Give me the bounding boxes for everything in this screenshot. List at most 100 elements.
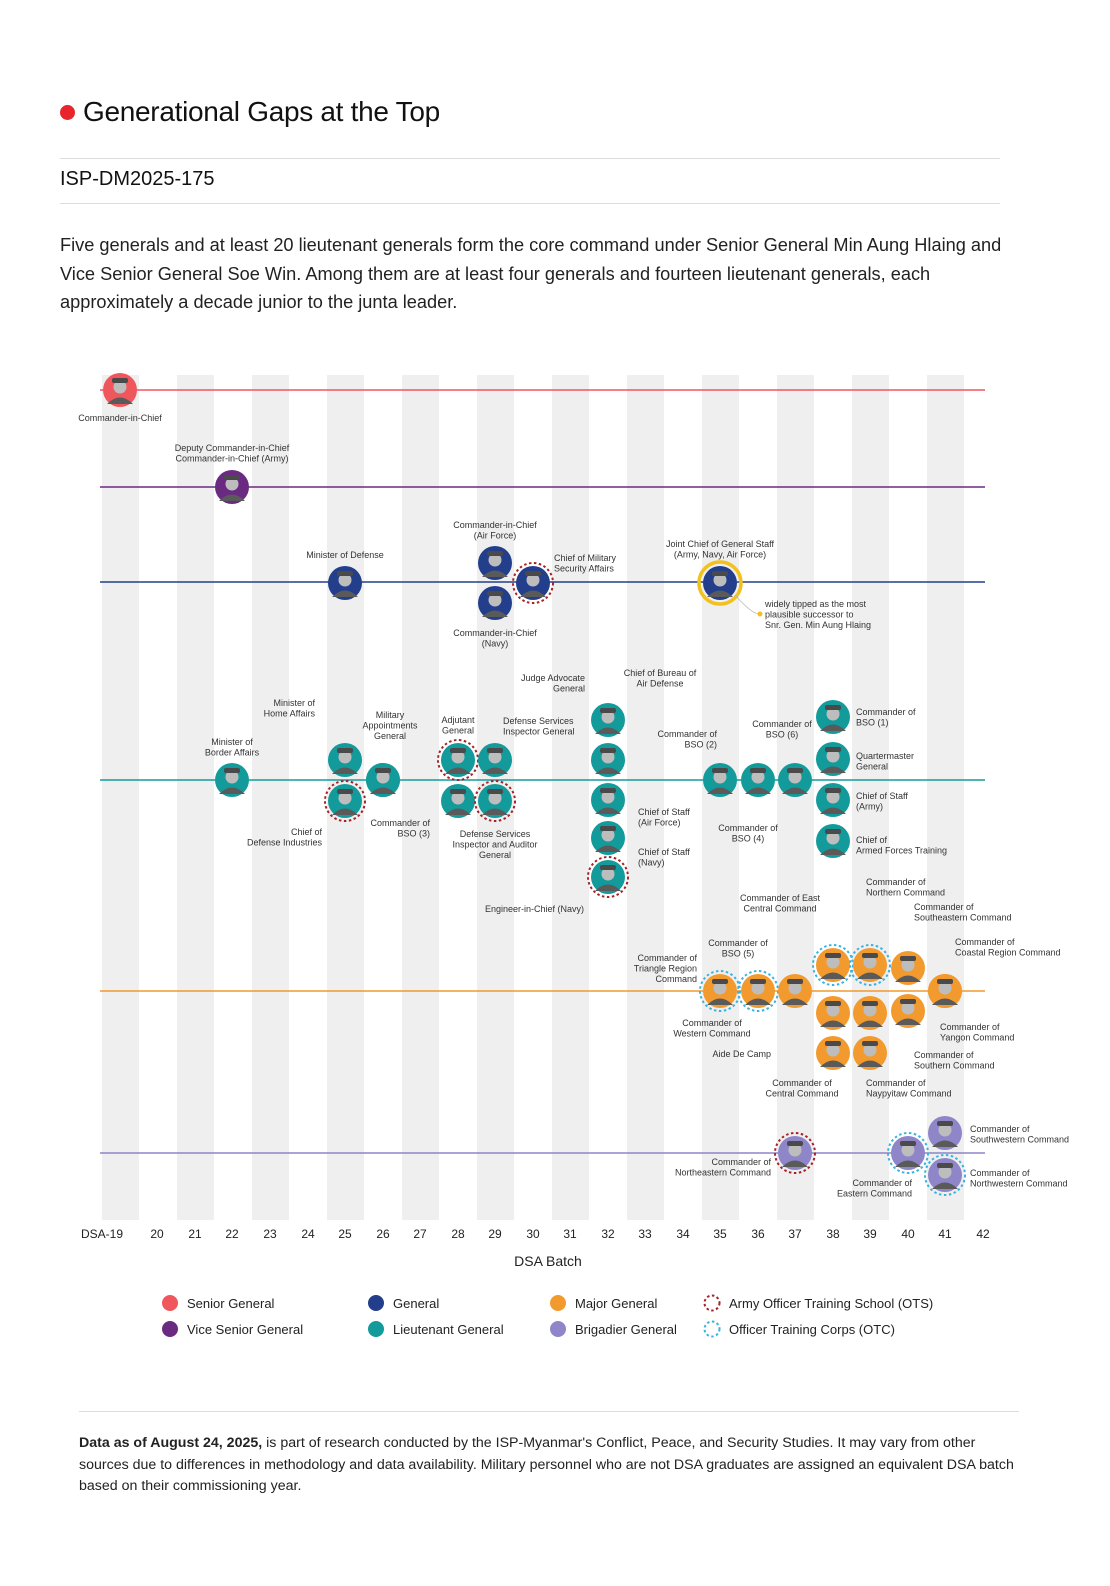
marker-batch-38-33 (816, 1036, 850, 1070)
footer-note: Data as of August 24, 2025, is part of r… (79, 1433, 1024, 1498)
legend-swatch-ots (703, 1294, 721, 1312)
legend-label-major-general: Major General (575, 1296, 657, 1311)
marker-batch-40-38 (891, 994, 925, 1028)
x-tick-25: 25 (338, 1227, 352, 1241)
marker-label-14: Defense Services Inspector General (503, 716, 575, 737)
ring-ots (474, 780, 516, 822)
marker-label-39: Commander of Coastal Region Command (955, 937, 1061, 958)
marker-batch-29-15 (474, 780, 516, 822)
marker-batch-38-31 (812, 944, 854, 986)
portrait-head-icon (488, 593, 502, 607)
portrait-uniform-icon (820, 807, 846, 814)
portrait-head-icon (713, 981, 727, 995)
portrait-cap-icon (900, 999, 916, 1004)
x-tick-20: 20 (150, 1227, 164, 1241)
portrait-cap-icon (224, 475, 240, 480)
portrait-uniform-icon (857, 1060, 883, 1067)
portrait-head-icon (601, 867, 615, 881)
marker-label-9: Chief of Defense Industries (247, 827, 323, 848)
portrait-cap-icon (862, 953, 878, 958)
successor-annotation: widely tipped as the most plausible succe… (764, 599, 871, 630)
marker-batch-36-29 (737, 970, 779, 1012)
marker-batch-32-20 (587, 856, 629, 898)
portrait-uniform-icon (332, 590, 358, 597)
marker-batch-39-34 (849, 944, 891, 986)
marker-label-33: Commander of Central Command (765, 1078, 838, 1099)
portrait-cap-icon (825, 1001, 841, 1006)
x-tick-34: 34 (676, 1227, 690, 1241)
portrait-uniform-icon (707, 590, 733, 597)
marker-label-18: Chief of Staff (Air Force) (638, 807, 690, 828)
marker-label-31: Commander of East Central Command (740, 893, 821, 914)
legend-swatch-major-general (550, 1295, 566, 1311)
x-tick-42: 42 (976, 1227, 990, 1241)
marker-batch-25-8 (328, 743, 362, 777)
x-tick-22: 22 (225, 1227, 239, 1241)
marker-label-6: Joint Chief of General Staff (Army, Navy,… (666, 539, 774, 560)
x-axis-title: DSA Batch (514, 1253, 582, 1269)
legend-swatch-vice-senior-general (162, 1321, 178, 1337)
marker-batch-40-42 (887, 1132, 929, 1174)
marker-label-36: Commander of Naypyitaw Command (866, 1078, 952, 1099)
portrait-uniform-icon (219, 494, 245, 501)
portrait-uniform-icon (745, 998, 771, 1005)
ring-otc (849, 944, 891, 986)
legend-label-general: General (393, 1296, 439, 1311)
marker-label-8: Minister of Home Affairs (264, 698, 316, 719)
marker-batch-35-21 (703, 763, 737, 797)
legend-swatch-brigadier-general (550, 1321, 566, 1337)
portrait-uniform-icon (707, 787, 733, 794)
portrait-cap-icon (825, 705, 841, 710)
portrait-cap-icon (825, 1041, 841, 1046)
x-tick-23: 23 (263, 1227, 277, 1241)
batch-stripe-35 (702, 375, 739, 1220)
portrait-cap-icon (712, 571, 728, 576)
marker-label-0: Commander-in-Chief (78, 413, 162, 423)
legend-swatch-general (368, 1295, 384, 1311)
x-tick-29: 29 (488, 1227, 502, 1241)
portrait-head-icon (225, 477, 239, 491)
marker-batch-41-44 (924, 1154, 966, 1196)
portrait-cap-icon (937, 1121, 953, 1126)
portrait-head-icon (788, 981, 802, 995)
marker-label-25: Quartermaster General (856, 751, 914, 772)
portrait-head-icon (488, 791, 502, 805)
portrait-cap-icon (937, 1163, 953, 1168)
ring-otc (887, 1132, 929, 1174)
portrait-head-icon (901, 1143, 915, 1157)
portrait-cap-icon (825, 953, 841, 958)
x-tick-35: 35 (713, 1227, 727, 1241)
portrait-uniform-icon (857, 972, 883, 979)
portrait-uniform-icon (857, 1020, 883, 1027)
x-tick-31: 31 (563, 1227, 577, 1241)
marker-label-1: Deputy Commander-in-Chief Commander-in-Ch… (175, 443, 290, 464)
portrait-head-icon (338, 573, 352, 587)
x-tick-27: 27 (413, 1227, 427, 1241)
x-tick-24: 24 (301, 1227, 315, 1241)
x-tick-38: 38 (826, 1227, 840, 1241)
marker-label-42: Commander of Eastern Command (837, 1178, 913, 1199)
portrait-uniform-icon (482, 808, 508, 815)
marker-batch-32-18 (591, 783, 625, 817)
footer-lead: Data as of August 24, 2025, (79, 1435, 263, 1451)
marker-label-27: Chief of Armed Forces Training (856, 835, 947, 856)
x-tick-41: 41 (938, 1227, 952, 1241)
portrait-cap-icon (862, 1041, 878, 1046)
portrait-uniform-icon (332, 808, 358, 815)
portrait-head-icon (863, 1003, 877, 1017)
marker-label-28: Commander of Triangle Region Command (634, 953, 698, 984)
portrait-head-icon (826, 831, 840, 845)
portrait-uniform-icon (895, 1160, 921, 1167)
marker-batch-28-12 (437, 739, 479, 781)
marker-label-4: Commander-in-Chief (Navy) (453, 628, 537, 649)
portrait-head-icon (488, 553, 502, 567)
marker-label-12: Adjutant General (441, 715, 475, 736)
batch-stripe-41 (927, 375, 964, 1220)
portrait-uniform-icon (520, 590, 546, 597)
ring-ots (587, 856, 629, 898)
marker-batch-39-35 (853, 996, 887, 1030)
portrait-uniform-icon (595, 884, 621, 891)
portrait-uniform-icon (332, 767, 358, 774)
portrait-head-icon (113, 380, 127, 394)
batch-stripe-21 (177, 375, 214, 1220)
